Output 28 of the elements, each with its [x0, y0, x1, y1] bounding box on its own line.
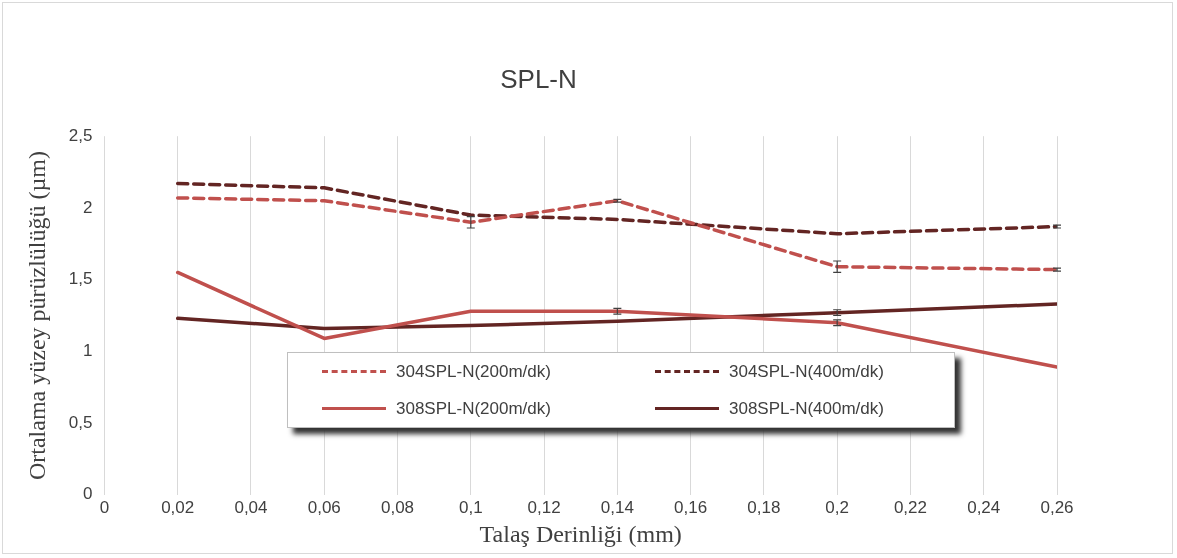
- y-tick-label: 0: [82, 484, 93, 504]
- x-tick-label: 0,22: [893, 497, 927, 517]
- x-tick-label: 0: [99, 497, 110, 517]
- legend-label: 304SPL-N(200m/dk): [396, 361, 551, 382]
- x-tick-label: 0,24: [967, 497, 1001, 517]
- x-tick-label: 0,18: [747, 497, 781, 517]
- y-tick-label: 2,5: [68, 125, 93, 145]
- x-tick-label: 0,12: [527, 497, 561, 517]
- y-tick-label: 0,5: [68, 412, 93, 432]
- y-tick-label: 2: [82, 197, 93, 217]
- x-tick-label: 0,02: [161, 497, 195, 517]
- chart-title: SPL-N: [500, 63, 577, 94]
- x-axis-title: Talaş Derinliği (mm): [479, 520, 682, 547]
- x-tick-label: 0,16: [674, 497, 708, 517]
- y-tick-label: 1: [82, 341, 93, 361]
- x-tick-label: 0,14: [600, 497, 634, 517]
- legend-label: 308SPL-N(400m/dk): [729, 398, 884, 419]
- legend-label: 308SPL-N(200m/dk): [396, 398, 551, 419]
- x-tick-label: 0,26: [1040, 497, 1074, 517]
- y-axis-title: Ortalama yüzey pürüzlülüğü (µm): [23, 150, 50, 481]
- x-tick-label: 0,06: [307, 497, 341, 517]
- x-tick-label: 0,08: [380, 497, 415, 517]
- x-tick-label: 0,04: [234, 497, 268, 517]
- y-tick-label: 1,5: [68, 269, 93, 289]
- line-series: [175, 181, 1057, 236]
- x-tick-label: 0,2: [825, 497, 849, 517]
- x-tick-label: 0,1: [458, 497, 483, 517]
- legend-label: 304SPL-N(400m/dk): [729, 361, 884, 382]
